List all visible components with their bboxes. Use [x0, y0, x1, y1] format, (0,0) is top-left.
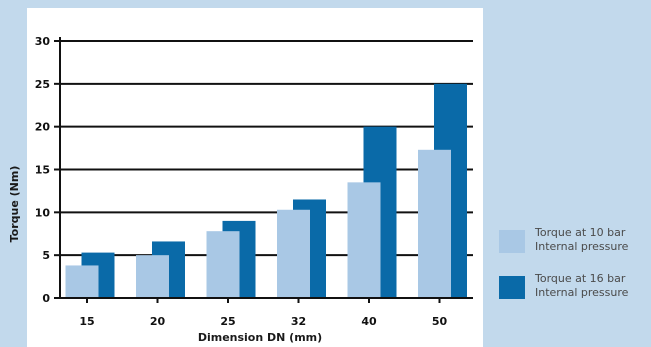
gridlines [60, 40, 473, 257]
bars [65, 83, 467, 299]
legend-label-10-bar-line2: Internal pressure [535, 240, 629, 253]
bar-10bar-25 [206, 231, 240, 298]
x-tick-label-25: 25 [220, 315, 235, 328]
bar-10bar-32 [277, 209, 310, 298]
bar-10bar-40 [347, 182, 381, 298]
y-tick-label-15: 15 [35, 164, 50, 177]
tick-labels: 0 5 10 15 20 25 30 15 20 25 32 40 50 [35, 35, 448, 328]
x-axis-label: Dimension DN (mm) [198, 331, 322, 344]
axes [54, 37, 473, 303]
bar-10bar-15 [65, 265, 99, 298]
legend-label-16-bar-line2: Internal pressure [535, 286, 629, 299]
x-tick-label-50: 50 [432, 315, 448, 328]
y-tick-label-5: 5 [42, 249, 50, 262]
bar-chart: 0 5 10 15 20 25 30 15 20 25 32 40 50 Torque (Nm) Dim… [8, 35, 473, 344]
x-tick-label-20: 20 [150, 315, 166, 328]
x-tick-label-40: 40 [361, 315, 377, 328]
y-tick-label-0: 0 [42, 292, 50, 305]
legend-swatch-10-bar [499, 230, 525, 253]
x-tick-label-32: 32 [291, 315, 306, 328]
x-tick-label-15: 15 [79, 315, 94, 328]
y-tick-label-25: 25 [35, 78, 50, 91]
legend-label-16-bar-line1: Torque at 16 bar [535, 272, 626, 285]
y-tick-label-20: 20 [35, 121, 51, 134]
bar-10bar-50 [418, 149, 451, 298]
y-axis-label: Torque (Nm) [8, 166, 21, 243]
chart-panel: 0 5 10 15 20 25 30 15 20 25 32 40 50 Torque (Nm) Dim… [8, 8, 483, 347]
legend-label-10-bar-line1: Torque at 10 bar [535, 226, 626, 239]
legend-swatch-16-bar [499, 276, 525, 299]
y-tick-label-30: 30 [35, 35, 51, 48]
bar-10bar-20 [136, 255, 169, 298]
y-tick-label-10: 10 [35, 206, 51, 219]
